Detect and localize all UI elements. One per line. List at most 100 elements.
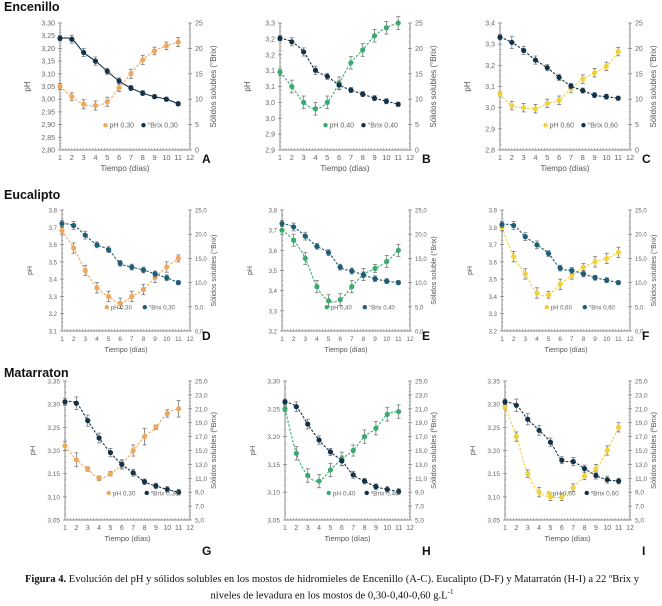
data-point-ph [525,471,531,477]
data-point-brix [350,472,356,478]
y2-tick-label: 23,0 [195,392,208,399]
y-tick-label: 3,6 [49,243,58,249]
caption-text: Evolución del pH y sólidos solubles en l… [66,574,640,602]
panel-letter: H [422,544,431,558]
data-point-brix [525,416,531,422]
x-tick-label: 9 [152,153,156,162]
y-tick-label: 3,3 [489,312,498,318]
y-tick-label: 3,05 [41,84,55,91]
data-point-ph [373,425,379,431]
data-point-brix [532,57,539,63]
x-tick-label: 8 [581,153,585,162]
legend-label: pH 0,60 [551,306,573,312]
data-point-brix [521,47,527,54]
y2-tick-label: 20 [195,46,203,53]
panel-letter: E [422,329,430,343]
data-point-brix [69,36,75,42]
legend-label: pH 0,40 [333,490,356,497]
y2-tick-label: 25 [195,21,203,28]
series-line-brix [284,401,399,493]
y-tick-label: 3,30 [267,379,280,386]
data-point-brix [604,477,610,483]
x-axis-label: Tiempo (días) [540,164,589,173]
data-point-ph [116,85,122,91]
legend-marker [581,122,586,128]
y2-axis-label: Sólidos solubles (ºBrix) [209,412,218,489]
x-tick-label: 1 [58,153,62,162]
y-tick-label: 2,90 [41,122,55,129]
x-tick-label: 3 [82,153,86,162]
y2-tick-label: 17,0 [635,434,648,441]
y2-axis-label: Sólidos solubles (°Brix) [209,45,218,128]
data-point-brix [593,472,599,479]
y2-tick-label: 15,0 [195,448,208,455]
data-point-brix [305,421,311,427]
data-point-ph [371,33,378,39]
y-tick-label: 3,05 [47,518,60,525]
legend-marker [364,490,369,496]
x-tick-label: 4 [537,525,541,532]
data-point-brix [592,275,598,281]
y-tick-label: 3,3 [49,295,58,301]
data-point-ph [349,284,355,290]
legend-marker [361,122,366,128]
x-tick-label: 12 [406,153,414,162]
y-tick-label: 3,15 [47,471,60,478]
data-point-ph [140,286,147,293]
series-line-ph [279,22,399,110]
y2-tick-label: 0,0 [415,330,424,336]
x-tick-label: 9 [593,336,597,343]
y-axis-label: pH [23,81,32,91]
data-point-ph [316,478,322,484]
data-point-ph [96,475,102,481]
data-point-ph [384,258,390,265]
data-point-brix [534,242,540,248]
x-tick-label: 5 [105,153,109,162]
y2-tick-label: 15 [415,71,423,78]
x-tick-label: 3 [303,336,307,343]
series-line-brix [59,37,179,105]
row-title-eucalipto: Eucalipto [4,188,61,202]
x-tick-label: 2 [72,336,76,343]
data-point-ph [395,247,401,253]
chart-panel-i: 1 2 3 4 5 6 7 8 9 10 11 12 Tiempo (días) 3,05 3,10 3,15… [440,365,660,560]
y2-tick-label: 13,0 [635,462,648,469]
data-point-ph [175,255,181,261]
y2-axis-label: Sólidos solubles (°Brix) [429,45,438,128]
data-point-brix [104,68,110,74]
panel-letter: G [202,544,211,558]
y2-tick-label: 10,0 [415,281,427,287]
data-point-brix [82,232,88,238]
x-tick-label: 2 [512,336,516,343]
data-point-brix [395,280,401,286]
y2-tick-label: 19,0 [635,420,648,427]
data-point-brix [603,94,609,100]
data-point-ph [384,411,390,417]
x-tick-label: 9 [374,525,378,532]
x-tick-label: 4 [317,525,321,532]
data-point-ph [570,484,576,491]
x-tick-label: 10 [163,525,171,532]
y-tick-label: 3,2 [269,330,278,336]
data-point-ph [580,264,587,270]
x-tick-label: 8 [141,153,145,162]
data-point-brix [559,457,565,463]
data-point-brix [57,35,63,41]
data-point-ph [615,48,621,55]
y-tick-label: 3,35 [487,379,500,386]
y-tick-label: 3,1 [485,84,495,91]
y2-tick-label: 0,0 [195,330,204,336]
y-tick-label: 3,7 [269,229,278,235]
legend-marker [103,122,108,128]
series-line-brix [281,223,399,284]
y-tick-label: 3,5 [49,260,58,266]
data-point-brix [96,435,102,441]
data-point-brix [325,249,332,256]
y-tick-label: 3,5 [489,278,498,284]
data-point-brix [71,222,77,229]
data-point-ph [536,489,542,495]
y-tick-label: 3,1 [265,84,275,91]
